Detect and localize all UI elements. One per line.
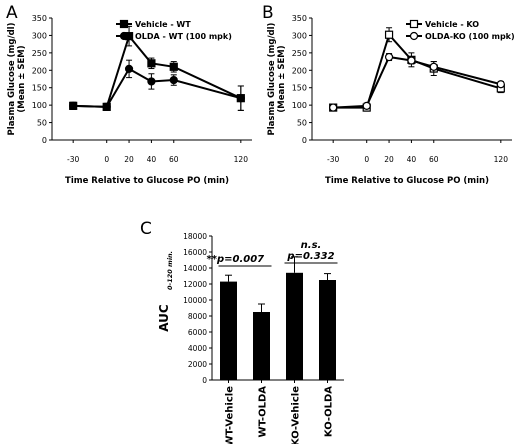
panel-c-bar-wt-vehicle xyxy=(220,281,237,380)
panel-b-y-label-2: (Mean ± SEM) xyxy=(277,45,287,112)
panel-c-y-tick-label: 2000 xyxy=(188,360,207,369)
panel-a-y-tick-label: 150 xyxy=(32,84,47,93)
panel-b-legend-label-1: Vehicle - KO xyxy=(425,20,479,29)
panel-a-x-label: Time Relative to Glucose PO (min) xyxy=(65,176,229,186)
panel-a-series-2-line xyxy=(73,67,242,108)
panel-c-x-tick-label: KO-Vehicle xyxy=(291,386,302,444)
panel-b-x-tick-label: -30 xyxy=(327,155,339,164)
panel-a-x-tick-label: 120 xyxy=(234,155,249,164)
panel-b-y-tick-label: 100 xyxy=(292,101,307,110)
panel-b-x-tick-label: 120 xyxy=(494,155,509,164)
panel-c-y-tick-label: 8000 xyxy=(188,312,207,321)
panel-b-y-label: Plasma Glucose (mg/dl) xyxy=(267,22,277,135)
panel-b-x-tick-label: 40 xyxy=(407,155,417,164)
panel-a-x-tick-label: 60 xyxy=(169,155,179,164)
panel-a-x-tick-label: -30 xyxy=(67,155,79,164)
panel-b-series-1-point xyxy=(384,30,394,39)
panel-b-x-label: Time Relative to Glucose PO (min) xyxy=(325,176,489,186)
panel-c-y-tick-label: 4000 xyxy=(188,344,207,353)
panel-c-annotation-ko: p=0.332 xyxy=(286,251,334,262)
panel-a-series-2-point xyxy=(236,94,245,103)
panel-a-series-1-line xyxy=(73,34,242,108)
panel-b-y-tick-label: 0 xyxy=(302,136,307,145)
panel-b-series-2-point xyxy=(496,80,505,89)
panel-a-legend-marker xyxy=(119,31,129,41)
panel-c-y-tick-label: 12000 xyxy=(183,280,207,289)
panel-c-y-tick-label: 0 xyxy=(202,376,207,385)
panel-c-y-label: AUC xyxy=(157,304,171,332)
panel-b-series-2-point xyxy=(362,101,371,110)
panel-c-annotation-wt: **p=0.007 xyxy=(207,254,265,265)
panel-a-series-1-point xyxy=(147,59,156,68)
panel-a-series-2-point xyxy=(102,102,111,111)
panel-a-x-tick-label: 20 xyxy=(124,155,134,164)
panel-a-x-tick-label: 40 xyxy=(147,155,157,164)
panel-c-y-tick-label: 10000 xyxy=(183,296,207,305)
panel-c-x-tick-label: WT-OLDA xyxy=(258,386,269,438)
panel-a-legend-label-1: Vehicle - WT xyxy=(135,20,191,29)
panel-b-x-tick-label: 60 xyxy=(429,155,439,164)
panel-c-bar-wt-olda xyxy=(253,312,270,380)
panel-a-y-label: Plasma Glucose (mg/dl) xyxy=(7,22,17,135)
panel-a-legend-label-2: OLDA - WT (100 mpk) xyxy=(135,32,232,41)
panel-b-series-2-point xyxy=(384,52,394,62)
panel-b-y-tick-label: 50 xyxy=(297,119,307,128)
panel-a-series-2-point xyxy=(69,101,78,110)
panel-c-bar-ko-olda xyxy=(319,280,336,380)
panel-b-series-2-point xyxy=(429,62,438,71)
panel-c-bar-ko-vehicle xyxy=(286,272,303,380)
panel-c-y-tick-label: 18000 xyxy=(183,232,207,241)
panel-a-legend-marker xyxy=(119,19,129,29)
panel-a-y-label-2: (Mean ± SEM) xyxy=(17,45,27,112)
panel-a-series-2-point xyxy=(124,64,134,73)
panel-b-y-tick-label: 150 xyxy=(292,84,307,93)
panel-b-x-tick-label: 20 xyxy=(384,155,394,164)
panel-b-legend-marker xyxy=(409,31,419,41)
panel-a-x-tick-label: 0 xyxy=(104,155,109,164)
panel-b-y-tick-label: 300 xyxy=(292,31,307,40)
panel-c-y-tick-label: 14000 xyxy=(183,264,207,273)
panel-a-y-tick-label: 350 xyxy=(32,14,47,23)
panel-b-x-tick-label: 0 xyxy=(364,155,369,164)
panel-label-b: B xyxy=(262,3,274,23)
panel-c-x-tick-label: WT-Vehicle xyxy=(225,386,236,444)
panel-b-y-tick-label: 350 xyxy=(292,14,307,23)
panel-a-series-2-point xyxy=(169,75,178,85)
panel-b-series-2-line xyxy=(333,55,502,109)
panel-c-y-label-sub: 0-120 min. xyxy=(166,251,174,290)
panel-label-a: A xyxy=(6,3,18,23)
panel-label-c: C xyxy=(140,219,152,239)
panel-b-series-2-point xyxy=(329,103,338,112)
panel-a-y-tick-label: 300 xyxy=(32,31,47,40)
panel-b-y-tick-label: 250 xyxy=(292,49,307,58)
panel-a-y-tick-label: 200 xyxy=(32,66,47,75)
panel-c-annotation-ns: n.s. xyxy=(301,240,322,251)
panel-a-y-tick-label: 250 xyxy=(32,49,47,58)
panel-c-x-tick-label: KO-OLDA xyxy=(324,386,335,437)
panel-c-y-tick-label: 6000 xyxy=(188,328,207,337)
panel-b-y-tick-label: 200 xyxy=(292,66,307,75)
panel-a-y-tick-label: 100 xyxy=(32,101,47,110)
panel-b-legend-marker xyxy=(409,19,419,29)
panel-b-series-2-point xyxy=(407,56,416,65)
panel-b-series-1-line xyxy=(333,32,502,109)
panel-a-series-2-point xyxy=(147,77,156,86)
panel-a-series-1-point xyxy=(169,62,178,71)
panel-b-legend-label-2: OLDA-KO (100 mpk) xyxy=(425,32,515,41)
panel-a-y-tick-label: 0 xyxy=(42,136,47,145)
panel-a-y-tick-label: 50 xyxy=(37,119,47,128)
panel-c-y-tick-label: 16000 xyxy=(183,248,207,257)
